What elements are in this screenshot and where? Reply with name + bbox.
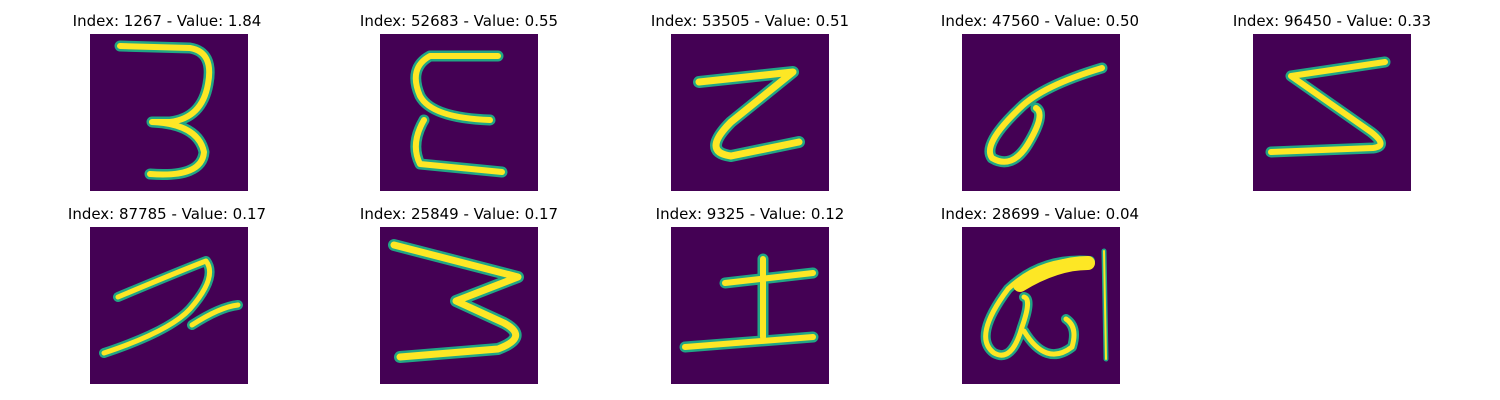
- digit-image: [380, 34, 538, 191]
- sample-title: Index: 52683 - Value: 0.55: [359, 12, 559, 30]
- digit-image: [90, 34, 248, 191]
- sample-title: Index: 47560 - Value: 0.50: [940, 12, 1140, 30]
- sample-title: Index: 25849 - Value: 0.17: [359, 205, 559, 223]
- digit-image: [1253, 34, 1411, 191]
- sample-title: Index: 1267 - Value: 1.84: [72, 12, 262, 30]
- digit-image: [671, 34, 829, 191]
- sample-title: Index: 53505 - Value: 0.51: [650, 12, 850, 30]
- digit-image: [380, 227, 538, 384]
- sample-title: Index: 96450 - Value: 0.33: [1232, 12, 1432, 30]
- sample-title: Index: 9325 - Value: 0.12: [655, 205, 845, 223]
- digit-image: [962, 227, 1120, 384]
- digit-image: [962, 34, 1120, 191]
- digit-image: [90, 227, 248, 384]
- sample-title: Index: 28699 - Value: 0.04: [940, 205, 1140, 223]
- digit-image: [671, 227, 829, 384]
- sample-title: Index: 87785 - Value: 0.17: [67, 205, 267, 223]
